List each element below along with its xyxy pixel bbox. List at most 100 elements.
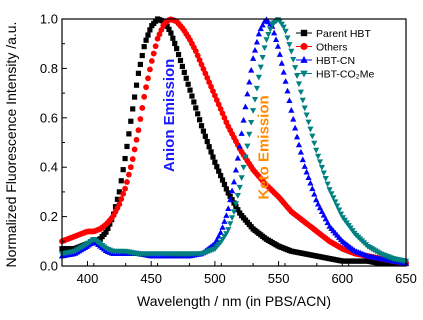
data-point xyxy=(223,231,230,237)
data-point xyxy=(230,178,238,185)
legend-label: Others xyxy=(316,42,348,54)
data-point xyxy=(214,164,220,170)
data-point xyxy=(166,26,172,32)
data-point xyxy=(232,201,240,207)
data-point xyxy=(313,196,320,203)
data-point xyxy=(143,84,149,91)
data-point xyxy=(181,69,187,75)
data-point xyxy=(175,51,182,58)
data-point xyxy=(318,208,326,214)
data-point xyxy=(309,133,316,140)
data-point xyxy=(103,229,109,235)
data-point xyxy=(297,89,304,96)
data-point xyxy=(314,200,322,207)
data-point xyxy=(236,184,243,191)
data-point xyxy=(210,88,216,95)
data-point xyxy=(316,204,324,211)
data-point xyxy=(202,70,209,77)
data-point xyxy=(248,66,255,73)
data-point xyxy=(211,92,218,99)
series-hbt-co2me xyxy=(58,17,410,265)
data-point xyxy=(147,66,153,73)
y-tick-label: 1.0 xyxy=(40,12,58,27)
y-axis-label: Normalized Fluorescence Intensity /a.u. xyxy=(3,22,19,268)
data-point xyxy=(322,215,329,222)
data-point xyxy=(271,29,278,36)
x-tick-label: 650 xyxy=(395,271,417,286)
series-others xyxy=(59,16,409,267)
legend-item: HBT-CO₂Me xyxy=(296,69,374,81)
data-point xyxy=(156,31,163,38)
data-point xyxy=(246,78,253,85)
data-point xyxy=(228,187,236,194)
data-point xyxy=(145,75,151,82)
data-point xyxy=(193,105,199,111)
data-point xyxy=(242,154,249,161)
data-point xyxy=(177,57,184,64)
data-point xyxy=(195,111,201,117)
x-tick-label: 400 xyxy=(77,271,99,286)
data-point xyxy=(259,21,266,28)
data-point xyxy=(227,196,234,203)
data-point xyxy=(198,123,205,129)
data-point xyxy=(219,177,226,183)
data-point xyxy=(307,126,314,133)
data-point xyxy=(320,211,327,218)
data-point xyxy=(238,175,245,181)
data-point xyxy=(240,116,247,123)
annotations: Anion Emission Keto Emission xyxy=(161,59,272,200)
data-point xyxy=(223,212,230,218)
data-point xyxy=(229,197,235,203)
data-point xyxy=(137,116,144,122)
legend-item: Parent HBT xyxy=(296,28,371,40)
data-point xyxy=(330,195,337,201)
data-point xyxy=(278,60,285,66)
data-point xyxy=(290,115,297,122)
x-tick-label: 500 xyxy=(204,271,226,286)
annotation-label: Anion Emission xyxy=(161,59,178,172)
data-point xyxy=(301,105,308,112)
data-point xyxy=(246,131,253,138)
data-point xyxy=(124,143,130,150)
data-point xyxy=(250,108,257,114)
data-point xyxy=(145,32,151,38)
data-point xyxy=(139,105,146,111)
data-point xyxy=(314,153,322,160)
data-point xyxy=(143,37,149,43)
data-point xyxy=(286,42,293,48)
data-point xyxy=(272,36,280,43)
data-point xyxy=(135,127,142,134)
data-point xyxy=(295,81,303,88)
data-point xyxy=(174,46,180,52)
legend-marker xyxy=(300,56,308,63)
data-point xyxy=(248,119,255,126)
data-point xyxy=(116,201,123,208)
legend-marker xyxy=(300,70,308,78)
data-point xyxy=(280,24,287,31)
data-point xyxy=(280,68,287,75)
legend-item: Others xyxy=(296,42,348,54)
data-point xyxy=(337,211,345,218)
data-point xyxy=(139,52,145,59)
data-point xyxy=(210,154,216,160)
data-point xyxy=(267,26,274,33)
data-point xyxy=(154,35,161,42)
data-point xyxy=(284,87,291,94)
x-tick-label: 600 xyxy=(331,271,353,286)
data-point xyxy=(324,219,331,226)
data-point xyxy=(324,181,331,188)
data-point xyxy=(297,148,304,155)
data-point xyxy=(251,96,259,103)
y-tick-label: 0.2 xyxy=(40,209,58,224)
data-point xyxy=(235,207,241,213)
data-point xyxy=(158,26,165,33)
data-point xyxy=(276,51,283,57)
data-point xyxy=(234,193,241,199)
data-point xyxy=(320,170,327,177)
data-point xyxy=(316,159,324,166)
data-point xyxy=(292,124,299,131)
data-point xyxy=(213,97,220,103)
data-point xyxy=(120,167,126,173)
data-point xyxy=(198,61,205,68)
